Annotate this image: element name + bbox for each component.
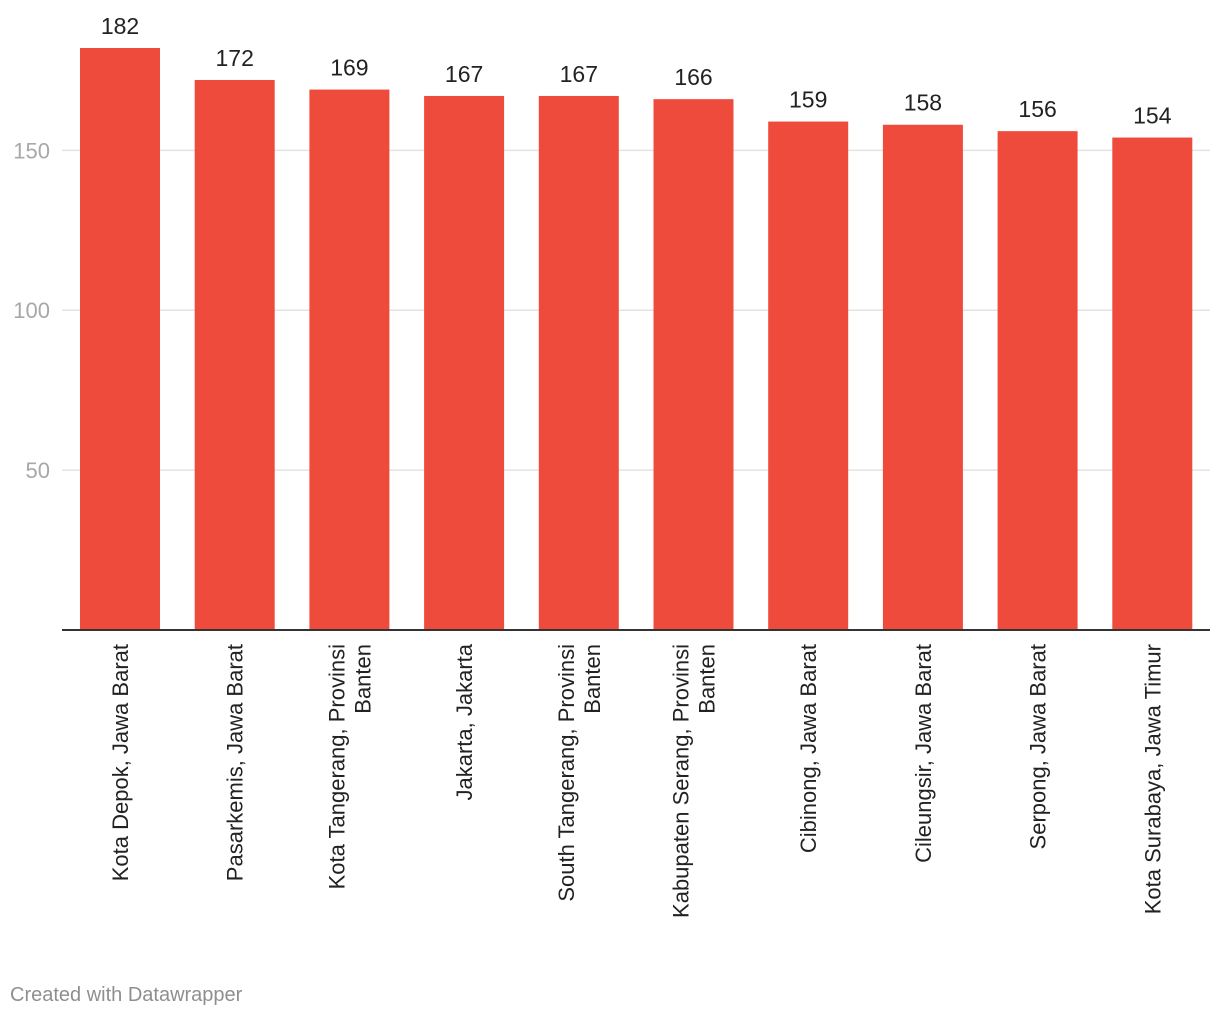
x-tick-label: Cibinong, Jawa Barat	[796, 644, 821, 853]
x-tick-label: South Tangerang, ProvinsiBanten	[554, 644, 605, 902]
y-tick-label: 100	[13, 298, 50, 323]
data-label: 167	[445, 61, 483, 87]
bar[interactable]	[653, 99, 734, 630]
x-tick-label-line: Jakarta, Jakarta	[452, 643, 477, 800]
data-label: 159	[789, 87, 827, 113]
x-tick-label-line: Cileungsir, Jawa Barat	[911, 644, 936, 863]
x-tick-label-line: Kabupaten Serang, Provinsi	[669, 644, 694, 918]
bar[interactable]	[80, 48, 160, 630]
bar[interactable]	[997, 131, 1078, 630]
x-tick-label-line: Kota Surabaya, Jawa Timur	[1140, 644, 1165, 914]
bar[interactable]	[194, 79, 275, 630]
x-tick-label: Kota Tangerang, ProvinsiBanten	[324, 644, 375, 889]
data-label: 167	[560, 61, 598, 87]
bar[interactable]	[538, 95, 619, 630]
x-tick-label: Kota Surabaya, Jawa Timur	[1140, 644, 1165, 914]
bar[interactable]	[768, 121, 849, 631]
x-tick-label-line: Banten	[350, 644, 375, 714]
x-tick-label: Kota Depok, Jawa Barat	[108, 644, 133, 881]
x-tick-label-line: Banten	[580, 644, 605, 714]
x-tick-label-line: Kota Tangerang, Provinsi	[324, 644, 349, 889]
data-label: 172	[216, 45, 254, 71]
y-tick-label: 50	[26, 458, 50, 483]
data-label: 166	[674, 64, 712, 90]
x-tick-label-line: Cibinong, Jawa Barat	[796, 644, 821, 853]
data-label: 158	[904, 90, 942, 116]
y-tick-label: 150	[13, 138, 50, 163]
bars: 182 172 169 167 167 166 159 158 156 154	[80, 13, 1193, 631]
x-tick-label: Kabupaten Serang, ProvinsiBanten	[669, 644, 720, 918]
axes: Kota Depok, Jawa Barat Pasarkemis, Jawa B…	[62, 629, 1210, 918]
x-tick-label: Jakarta, Jakarta	[452, 643, 477, 800]
x-tick-label-line: Serpong, Jawa Barat	[1026, 644, 1051, 849]
data-label: 156	[1018, 96, 1056, 122]
bar[interactable]	[309, 89, 390, 631]
bar[interactable]	[1112, 137, 1193, 631]
credit-text[interactable]: Created with Datawrapper	[10, 984, 243, 1006]
x-tick-label-line: Pasarkemis, Jawa Barat	[223, 644, 248, 881]
data-label: 182	[101, 13, 139, 39]
x-tick-label: Serpong, Jawa Barat	[1026, 644, 1051, 849]
x-tick-label-line: Banten	[695, 644, 720, 714]
bar[interactable]	[882, 124, 963, 630]
x-tick-label-line: Kota Depok, Jawa Barat	[108, 644, 133, 881]
data-label: 169	[330, 55, 368, 81]
x-tick-label: Cileungsir, Jawa Barat	[911, 644, 936, 863]
x-tick-label: Pasarkemis, Jawa Barat	[223, 644, 248, 881]
bar[interactable]	[424, 95, 505, 630]
x-tick-label-line: South Tangerang, Provinsi	[554, 644, 579, 902]
data-label: 154	[1133, 103, 1172, 129]
